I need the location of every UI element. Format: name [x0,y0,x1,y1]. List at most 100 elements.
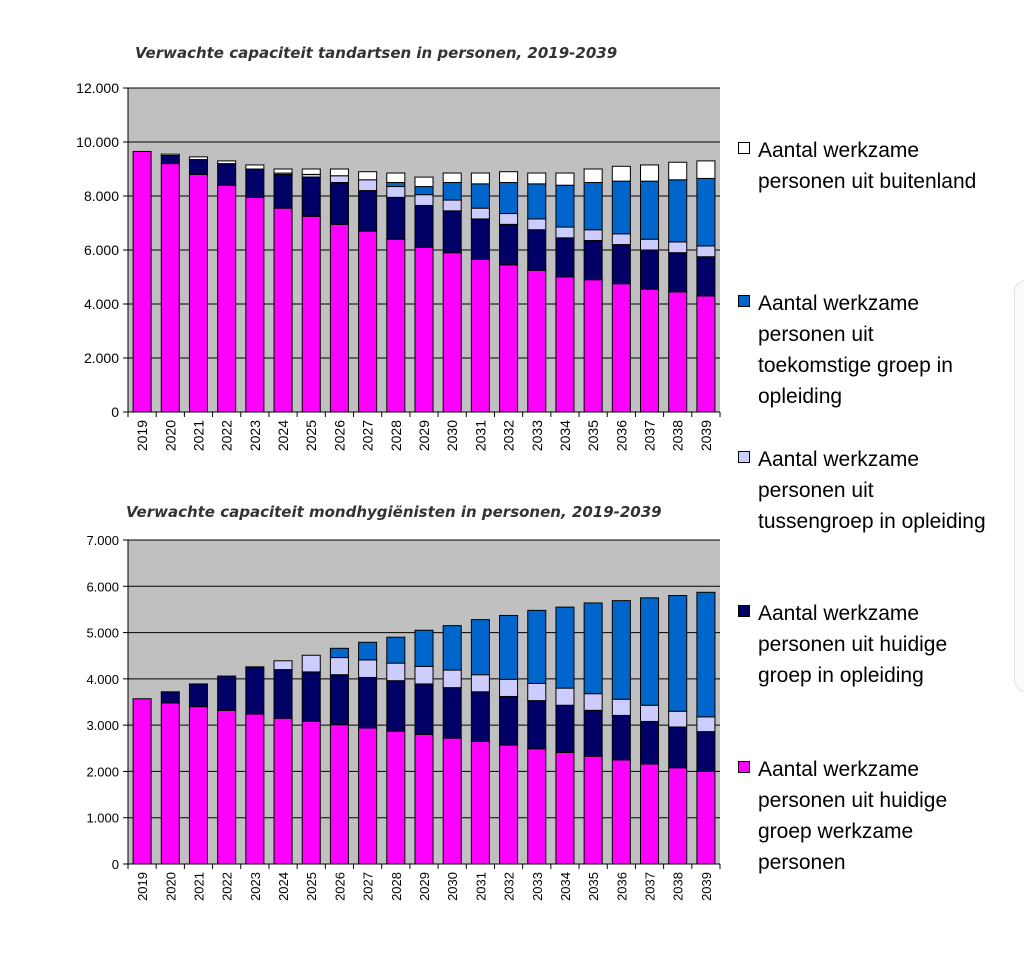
bar-aantal-werkzame-personen-uit-tussengroep-in-opleiding-2030 [442,669,462,689]
bar-aantal-werkzame-personen-uit-huidige-groep-in-opleiding-2030 [442,687,462,739]
bar-aantal-werkzame-personen-uit-huidige-groep-in-opleiding-2029 [414,683,434,735]
bar-aantal-werkzame-personen-uit-huidige-groep-werkzame-personen-2033 [527,748,547,865]
x-tick-label: 2027 [360,420,376,451]
legend-label-huidige-groep-opleiding: Aantal werkzame personen uit huidige gro… [758,602,948,687]
bar-aantal-werkzame-personen-uit-buitenland-2030 [442,172,462,184]
bar-aantal-werkzame-personen-uit-toekomstige-groep-in-opleiding-2028 [386,636,406,664]
bar-aantal-werkzame-personen-uit-huidige-groep-in-opleiding-2031 [470,691,490,742]
bar-aantal-werkzame-personen-uit-huidige-groep-werkzame-personen-2022 [217,709,237,865]
y-tick-label: 4.000 [84,296,119,312]
x-tick-label: 2021 [191,872,206,901]
bar-aantal-werkzame-personen-uit-huidige-groep-werkzame-personen-2036 [611,759,631,865]
bar-aantal-werkzame-personen-uit-toekomstige-groep-in-opleiding-2031 [470,619,490,676]
bar-aantal-werkzame-personen-uit-buitenland-2023 [245,164,265,170]
y-tick-label: 0 [111,404,119,420]
bar-aantal-werkzame-personen-uit-buitenland-2033 [527,172,547,185]
bar-aantal-werkzame-personen-uit-huidige-groep-in-opleiding-2026 [329,674,349,726]
bar-aantal-werkzame-personen-uit-buitenland-2026 [329,168,349,177]
bar-aantal-werkzame-personen-uit-tussengroep-in-opleiding-2032 [499,678,519,697]
bar-aantal-werkzame-personen-uit-buitenland-2034 [555,172,575,186]
y-tick-label: 2.000 [86,764,119,779]
legend-label-buitenland: Aantal werkzame personen uit buitenland [758,139,977,193]
bar-aantal-werkzame-personen-uit-huidige-groep-in-opleiding-2035 [583,709,603,757]
y-tick-label: 1.000 [86,811,119,826]
x-tick-label: 2031 [473,872,488,901]
bar-aantal-werkzame-personen-uit-huidige-groep-werkzame-personen-2021 [188,706,208,865]
bar-aantal-werkzame-personen-uit-buitenland-2020 [160,153,180,156]
x-tick-label: 2039 [698,420,714,451]
bar-aantal-werkzame-personen-uit-huidige-groep-in-opleiding-2033 [527,700,547,750]
bar-aantal-werkzame-personen-uit-huidige-groep-werkzame-personen-2023 [245,713,265,865]
chart-title-mondhygienisten: Verwachte capaciteit mondhygiënisten in … [126,503,662,521]
bar-aantal-werkzame-personen-uit-tussengroep-in-opleiding-2035 [583,693,603,711]
bar-aantal-werkzame-personen-uit-huidige-groep-in-opleiding-2020 [160,691,180,704]
x-tick-label: 2030 [445,872,460,901]
bar-aantal-werkzame-personen-uit-huidige-groep-werkzame-personen-2039 [696,770,716,865]
y-tick-label: 2.000 [84,350,119,366]
x-tick-label: 2025 [304,872,319,901]
bar-aantal-werkzame-personen-uit-huidige-groep-in-opleiding-2022 [217,675,237,711]
bar-aantal-werkzame-personen-uit-toekomstige-groep-in-opleiding-2034 [555,606,575,689]
x-tick-label: 2028 [389,872,404,901]
y-tick-label: 7.000 [86,533,119,548]
x-tick-label: 2028 [388,420,404,451]
legend-swatch-buitenland [738,142,750,154]
x-tick-label: 2034 [558,872,573,901]
bar-aantal-werkzame-personen-uit-tussengroep-in-opleiding-2025 [301,654,321,673]
bar-aantal-werkzame-personen-uit-buitenland-2025 [301,168,321,175]
x-tick-label: 2038 [670,420,686,451]
x-tick-label: 2037 [642,420,658,451]
bar-aantal-werkzame-personen-uit-tussengroep-in-opleiding-2033 [527,682,547,702]
bar-aantal-werkzame-personen-uit-tussengroep-in-opleiding-2039 [696,716,716,733]
bar-aantal-werkzame-personen-uit-toekomstige-groep-in-opleiding-2037 [640,597,660,706]
x-tick-label: 2024 [276,872,291,901]
bar-aantal-werkzame-personen-uit-buitenland-2022 [217,160,237,165]
legend-label-tussengroep: Aantal werkzame personen uit tussengroep… [758,448,986,533]
legend-swatch-tussengroep [738,451,750,463]
bar-aantal-werkzame-personen-uit-huidige-groep-in-opleiding-2038 [668,726,688,769]
bar-aantal-werkzame-personen-uit-buitenland-2027 [358,171,378,181]
chart-title-tandartsen: Verwachte capaciteit tandartsen in perso… [135,44,618,62]
x-tick-label: 2026 [331,420,347,451]
bar-aantal-werkzame-personen-uit-buitenland-2032 [499,171,519,183]
x-tick-label: 2036 [614,872,629,901]
bar-aantal-werkzame-personen-uit-toekomstige-groep-in-opleiding-2030 [442,625,462,671]
bar-aantal-werkzame-personen-uit-huidige-groep-werkzame-personen-2027 [358,727,378,865]
bar-aantal-werkzame-personen-uit-tussengroep-in-opleiding-2028 [386,662,406,682]
bar-aantal-werkzame-personen-uit-huidige-groep-werkzame-personen-2020 [160,702,180,865]
y-tick-label: 12.000 [76,80,119,96]
bar-aantal-werkzame-personen-uit-toekomstige-groep-in-opleiding-2026 [329,647,349,659]
bar-aantal-werkzame-personen-uit-huidige-groep-werkzame-personen-2019 [132,150,152,413]
bar-aantal-werkzame-personen-uit-toekomstige-groep-in-opleiding-2032 [499,614,519,680]
bar-aantal-werkzame-personen-uit-buitenland-2024 [273,168,293,174]
bar-aantal-werkzame-personen-uit-huidige-groep-in-opleiding-2036 [611,714,631,761]
x-tick-label: 2032 [502,872,517,901]
bar-aantal-werkzame-personen-uit-huidige-groep-werkzame-personen-2026 [329,724,349,865]
bar-aantal-werkzame-personen-uit-buitenland-2037 [640,164,660,182]
x-tick-label: 2019 [134,420,150,451]
x-tick-label: 2033 [529,420,545,451]
y-tick-label: 3.000 [86,718,119,733]
bar-aantal-werkzame-personen-uit-toekomstige-groep-in-opleiding-2035 [583,602,603,695]
bar-aantal-werkzame-personen-uit-buitenland-2031 [470,172,490,185]
bar-aantal-werkzame-personen-uit-buitenland-2021 [188,156,208,161]
y-tick-label: 10.000 [76,134,119,150]
bar-aantal-werkzame-personen-uit-buitenland-2028 [386,172,406,184]
x-tick-label: 2029 [417,872,432,901]
x-tick-label: 2035 [585,420,601,451]
bar-aantal-werkzame-personen-uit-buitenland-2035 [583,168,603,183]
x-tick-label: 2027 [361,872,376,901]
bar-aantal-werkzame-personen-uit-tussengroep-in-opleiding-2034 [555,687,575,706]
bar-aantal-werkzame-personen-uit-toekomstige-groep-in-opleiding-2033 [527,609,547,684]
bar-aantal-werkzame-personen-uit-huidige-groep-in-opleiding-2024 [273,669,293,719]
bar-aantal-werkzame-personen-uit-toekomstige-groep-in-opleiding-2038 [668,595,688,712]
x-tick-label: 2021 [190,420,206,451]
x-tick-label: 2039 [699,872,714,901]
y-tick-label: 6.000 [84,242,119,258]
side-panel-handle[interactable] [1014,280,1024,692]
x-tick-label: 2022 [219,420,235,451]
legend-label-toekomstige-groep: Aantal werkzame personen uit toekomstige… [758,292,953,408]
bar-aantal-werkzame-personen-uit-tussengroep-in-opleiding-2036 [611,698,631,716]
y-tick-label: 6.000 [86,579,119,594]
bar-aantal-werkzame-personen-uit-tussengroep-in-opleiding-2024 [273,660,293,671]
